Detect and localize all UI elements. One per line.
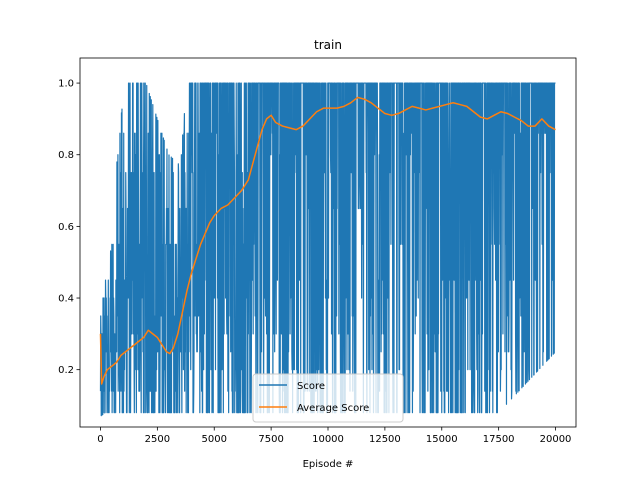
x-tick-label: 2500 bbox=[145, 434, 170, 445]
y-tick-label: 0.4 bbox=[58, 294, 74, 305]
y-axis: 0.2 0.4 0.6 0.8 1.0 bbox=[58, 79, 80, 376]
x-tick-label: 20000 bbox=[540, 434, 572, 445]
score-series bbox=[99, 82, 556, 417]
y-tick-label: 0.8 bbox=[58, 150, 74, 161]
x-tick-label: 7500 bbox=[258, 434, 283, 445]
x-tick-label: 0 bbox=[97, 434, 103, 445]
y-tick-label: 0.2 bbox=[58, 365, 74, 376]
score-line bbox=[99, 82, 556, 417]
y-tick-label: 0.6 bbox=[58, 222, 74, 233]
legend: Score Average Score bbox=[252, 373, 404, 423]
x-axis: 0 2500 5000 7500 10000 12500 15000 17500 20000 bbox=[97, 427, 571, 445]
x-axis-label: Episode # bbox=[303, 459, 354, 470]
x-tick-label: 15000 bbox=[426, 434, 458, 445]
x-tick-label: 5000 bbox=[202, 434, 227, 445]
average-score-series bbox=[99, 96, 556, 385]
y-tick-label: 1.0 bbox=[58, 79, 74, 90]
x-tick-label: 17500 bbox=[483, 434, 515, 445]
legend-label-score: Score bbox=[297, 381, 325, 392]
legend-label-average-score: Average Score bbox=[297, 403, 369, 414]
legend-box bbox=[252, 373, 404, 423]
chart-title: train bbox=[314, 38, 342, 52]
x-tick-label: 10000 bbox=[312, 434, 344, 445]
average-score-line bbox=[99, 96, 556, 385]
x-tick-label: 12500 bbox=[369, 434, 401, 445]
